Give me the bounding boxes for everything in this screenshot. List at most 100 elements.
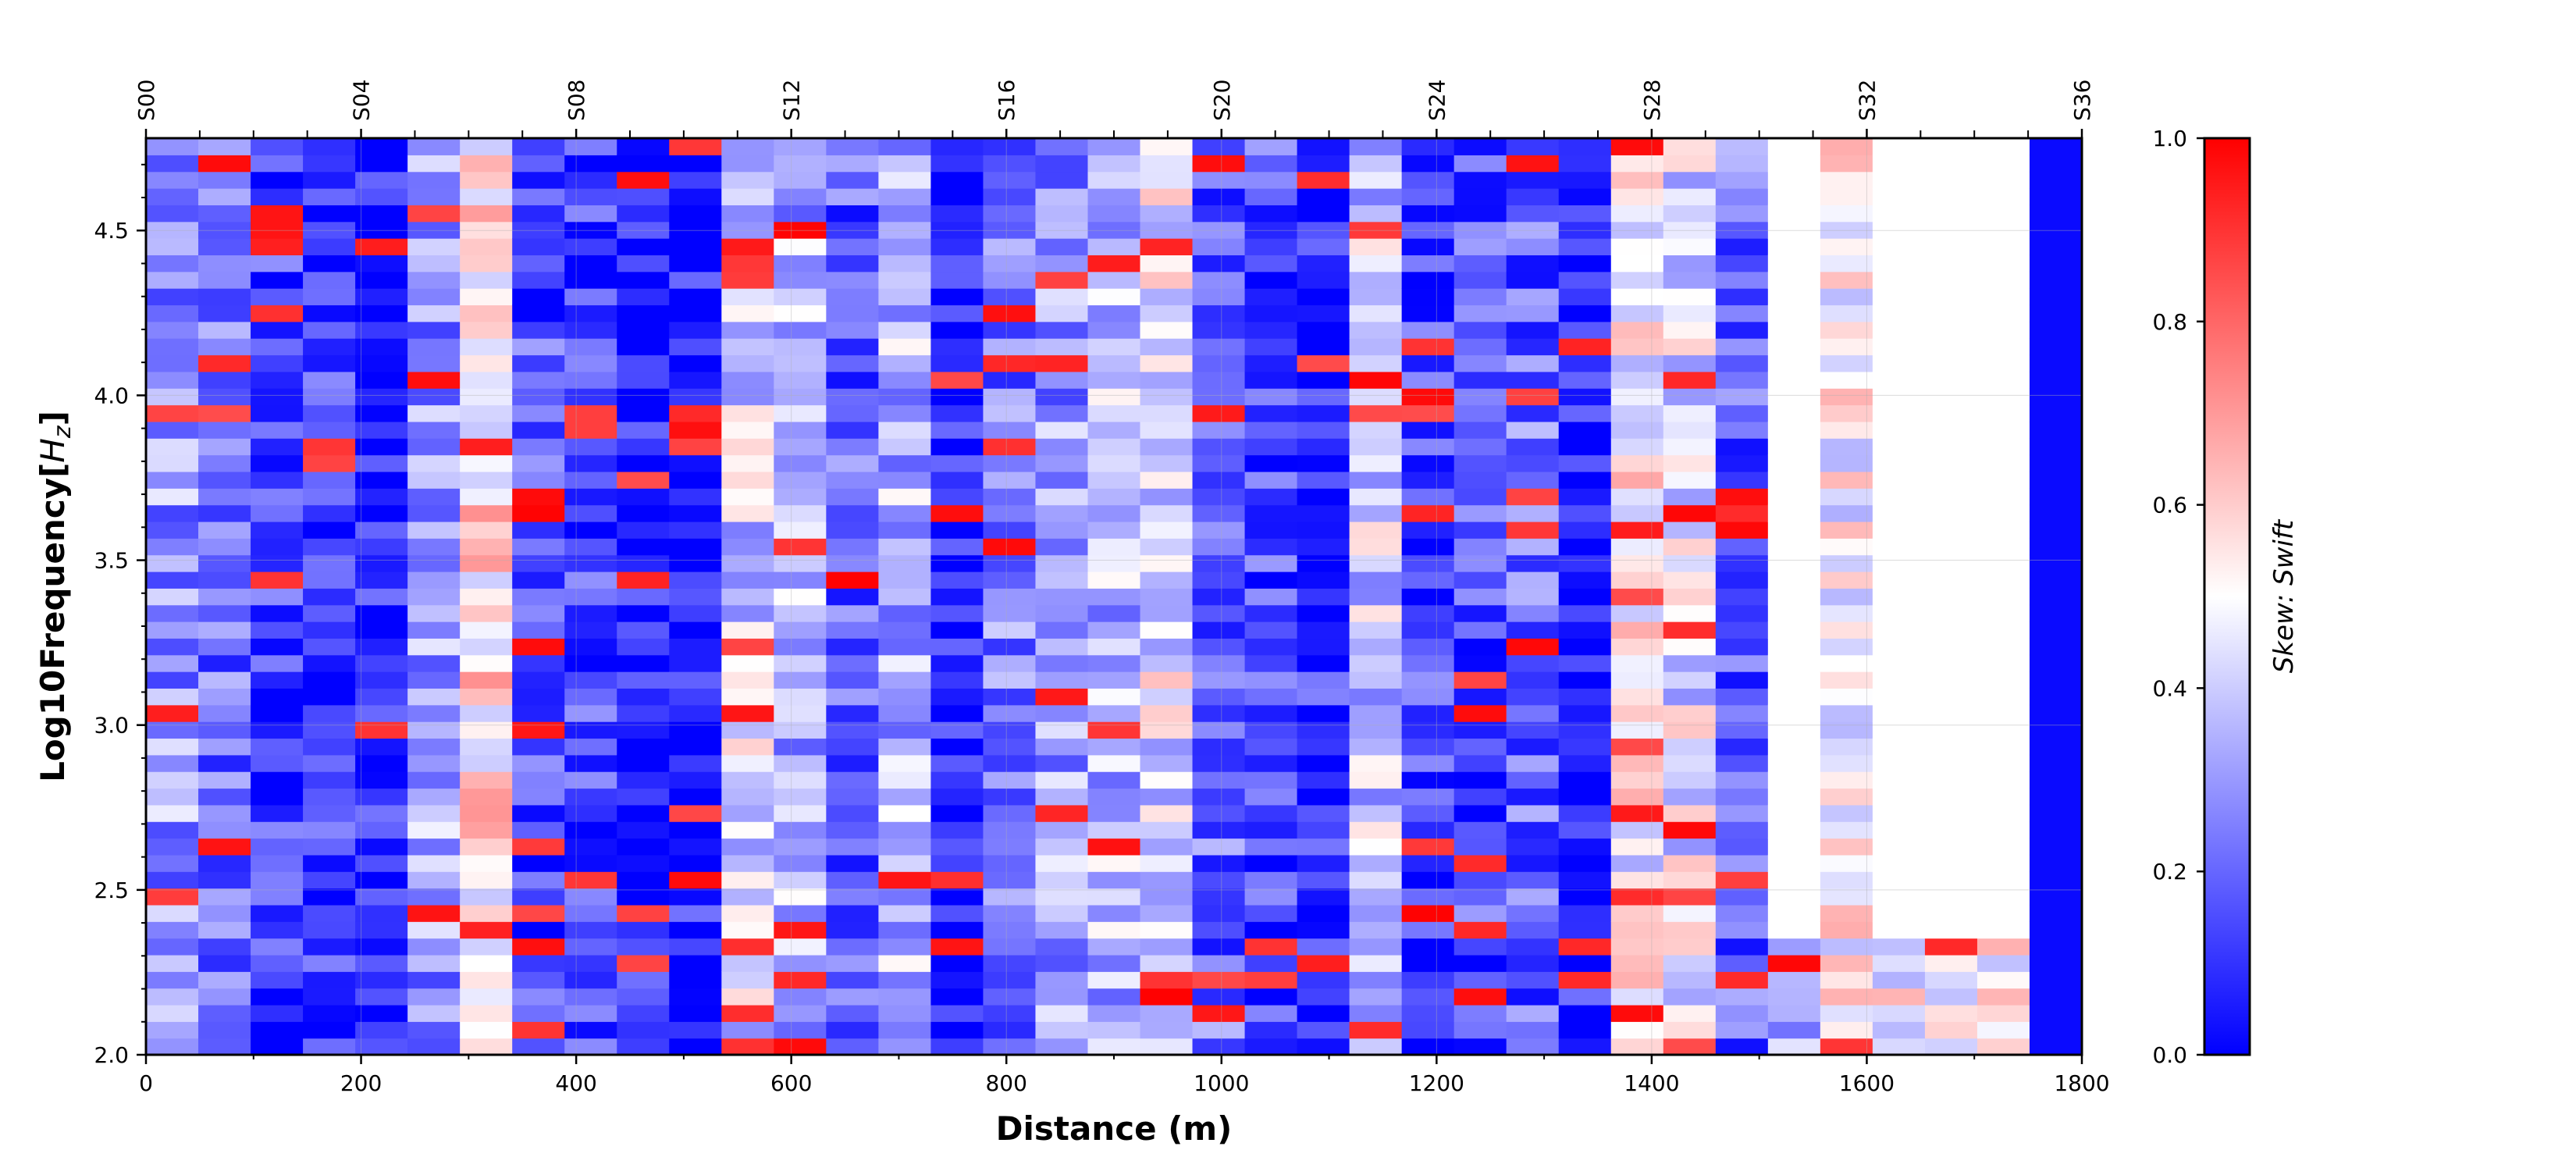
- heatmap-cell: [1401, 255, 1455, 272]
- heatmap-cell: [1035, 255, 1089, 272]
- y-tick-label: 4.5: [94, 218, 129, 244]
- heatmap-cell: [669, 588, 722, 606]
- heatmap-cell: [1820, 721, 1873, 739]
- heatmap-cell: [407, 438, 461, 456]
- heatmap-cell: [2029, 704, 2083, 722]
- heatmap-cell: [564, 554, 617, 572]
- heatmap-cell: [1976, 354, 2030, 372]
- heatmap-cell: [1924, 155, 1978, 173]
- heatmap-cell: [1192, 188, 1246, 205]
- heatmap-cell: [407, 421, 461, 439]
- heatmap-cell: [1453, 421, 1507, 439]
- heatmap-cell: [1035, 1038, 1089, 1056]
- heatmap-cell: [1820, 904, 1873, 922]
- heatmap-cell: [878, 404, 932, 422]
- heatmap-cell: [2029, 871, 2083, 889]
- heatmap-cell: [1506, 738, 1560, 756]
- heatmap-cell: [1140, 371, 1194, 389]
- heatmap-cell: [1140, 1038, 1194, 1056]
- heatmap-cell: [564, 138, 617, 155]
- heatmap-cell: [303, 271, 356, 289]
- heatmap-cell: [1610, 255, 1664, 272]
- heatmap-cell: [564, 721, 617, 739]
- heatmap-cell: [983, 221, 1037, 239]
- heatmap-cell: [826, 754, 879, 772]
- heatmap-cell: [512, 438, 565, 456]
- heatmap-cell: [355, 721, 408, 739]
- heatmap-cell: [1035, 804, 1089, 822]
- heatmap-cell: [146, 255, 199, 272]
- heatmap-cell: [669, 454, 722, 472]
- heatmap-cell: [512, 604, 565, 622]
- heatmap-cell: [460, 854, 513, 872]
- heatmap-cell: [1715, 438, 1769, 456]
- heatmap-cell: [564, 238, 617, 256]
- heatmap-cell: [878, 138, 932, 155]
- heatmap-cell: [1244, 721, 1298, 739]
- heatmap-cell: [407, 621, 461, 639]
- heatmap-cell: [1192, 854, 1246, 872]
- heatmap-cell: [930, 271, 984, 289]
- heatmap-cell: [564, 205, 617, 223]
- heatmap-cell: [983, 1004, 1037, 1022]
- heatmap-cell: [1663, 971, 1717, 989]
- heatmap-cell: [983, 521, 1037, 539]
- heatmap-cell: [2029, 1021, 2083, 1039]
- heatmap-cell: [564, 771, 617, 789]
- heatmap-cell: [1663, 304, 1717, 322]
- heatmap-cell: [355, 171, 408, 189]
- heatmap-cell: [1035, 354, 1089, 372]
- heatmap-cell: [1976, 504, 2030, 522]
- heatmap-cell: [1192, 371, 1246, 389]
- heatmap-cell: [1558, 388, 1612, 406]
- heatmap-cell: [1820, 421, 1873, 439]
- heatmap-cell: [1872, 988, 1926, 1006]
- heatmap-cell: [1663, 754, 1717, 772]
- heatmap-cell: [1506, 838, 1560, 856]
- heatmap-cell: [983, 354, 1037, 372]
- heatmap-cell: [1297, 871, 1350, 889]
- heatmap-cell: [930, 155, 984, 173]
- heatmap-cell: [1192, 904, 1246, 922]
- heatmap-cell: [721, 421, 774, 439]
- heatmap-cell: [930, 1038, 984, 1056]
- heatmap-cell: [669, 421, 722, 439]
- heatmap-cell: [983, 554, 1037, 572]
- heatmap-cell: [1715, 671, 1769, 689]
- heatmap-cell: [1453, 621, 1507, 639]
- heatmap-cell: [1663, 388, 1717, 406]
- station-label: S08: [564, 80, 589, 121]
- heatmap-cell: [826, 871, 879, 889]
- heatmap-cell: [407, 304, 461, 322]
- heatmap-cell: [1872, 155, 1926, 173]
- y-tick-label: 3.0: [94, 713, 129, 739]
- heatmap-cell: [1663, 321, 1717, 339]
- heatmap-cell: [1924, 188, 1978, 205]
- heatmap-cell: [878, 671, 932, 689]
- heatmap-cell: [1506, 554, 1560, 572]
- heatmap-cell: [1140, 321, 1194, 339]
- heatmap-cell: [564, 171, 617, 189]
- heatmap-cell: [1297, 371, 1350, 389]
- heatmap-cell: [1610, 454, 1664, 472]
- heatmap-cell: [878, 588, 932, 606]
- heatmap-cell: [1767, 504, 1821, 522]
- heatmap-cell: [1663, 604, 1717, 622]
- heatmap-cell: [198, 838, 251, 856]
- heatmap-cell: [1401, 288, 1455, 306]
- heatmap-cell: [564, 688, 617, 706]
- heatmap-cell: [1035, 854, 1089, 872]
- heatmap-cell: [1140, 854, 1194, 872]
- heatmap-cell: [303, 388, 356, 406]
- heatmap-cell: [1349, 788, 1403, 806]
- heatmap-cell: [1767, 1004, 1821, 1022]
- heatmap-cell: [512, 854, 565, 872]
- heatmap-cell: [1820, 704, 1873, 722]
- heatmap-cell: [1506, 854, 1560, 872]
- heatmap-cell: [774, 721, 827, 739]
- heatmap-cell: [407, 688, 461, 706]
- heatmap-cell: [983, 638, 1037, 656]
- heatmap-cell: [1663, 838, 1717, 856]
- heatmap-cell: [1872, 938, 1926, 956]
- y-axis: 2.02.53.03.54.04.5: [94, 163, 146, 1068]
